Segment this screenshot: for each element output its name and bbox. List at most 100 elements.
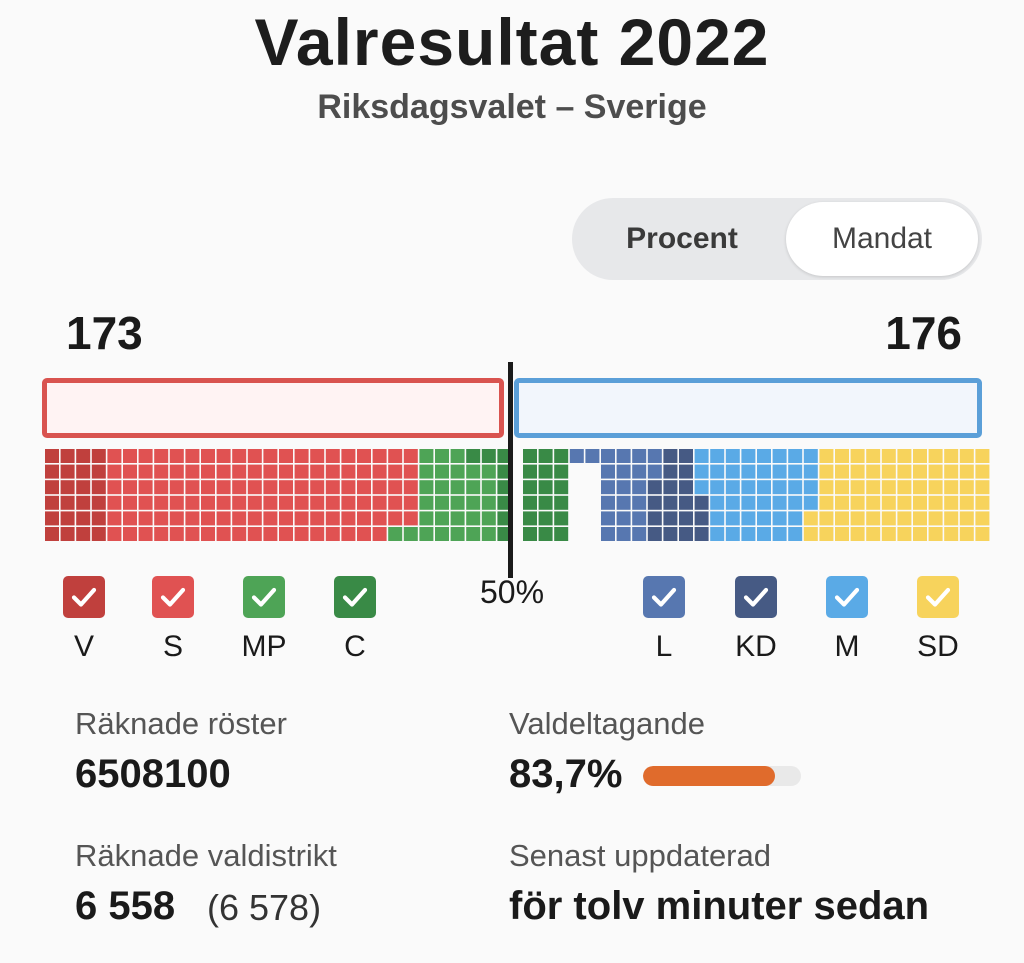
- seat-s: [403, 449, 418, 463]
- party-toggle-v[interactable]: V: [49, 576, 119, 664]
- seat-mp: [450, 527, 465, 541]
- seat-v: [60, 527, 75, 541]
- seat-sd: [897, 511, 912, 526]
- seat-s: [279, 449, 293, 463]
- seat-m: [725, 480, 740, 495]
- party-toggle-c[interactable]: C: [320, 576, 390, 664]
- seat-m: [803, 495, 818, 510]
- party-checkbox-m[interactable]: [826, 576, 868, 618]
- seat-l: [601, 449, 615, 463]
- toggle-procent[interactable]: Procent: [626, 222, 738, 255]
- seat-mp: [435, 495, 449, 510]
- seat-s: [325, 495, 340, 510]
- seat-s: [107, 480, 122, 495]
- check-icon: [160, 587, 186, 607]
- turnout-bar: [643, 766, 801, 786]
- seat-sd: [959, 495, 974, 510]
- seat-c: [523, 480, 537, 495]
- party-toggle-s[interactable]: S: [138, 576, 208, 664]
- seat-s: [123, 495, 137, 510]
- party-label-mp: MP: [241, 630, 287, 663]
- seat-mp: [435, 527, 449, 541]
- seat-s: [403, 464, 418, 479]
- seat-mp: [450, 511, 465, 526]
- seat-m: [772, 449, 787, 463]
- party-checkbox-kd[interactable]: [735, 576, 777, 618]
- seat-s: [216, 480, 231, 495]
- seat-c: [554, 527, 569, 541]
- seat-l: [616, 449, 631, 463]
- seat-s: [341, 480, 356, 495]
- seat-c: [554, 464, 569, 479]
- seat-s: [185, 495, 200, 510]
- seat-l: [616, 480, 631, 495]
- seat-s: [325, 527, 340, 541]
- check-icon: [834, 587, 860, 607]
- seat-s: [372, 495, 387, 510]
- seat-sd: [975, 511, 990, 526]
- seat-sd: [897, 527, 912, 541]
- seat-sd: [803, 527, 818, 541]
- seat-s: [294, 449, 309, 463]
- seat-m: [788, 464, 803, 479]
- seat-s: [372, 449, 387, 463]
- party-checkbox-sd[interactable]: [917, 576, 959, 618]
- seat-mp: [419, 511, 434, 526]
- seat-kd: [679, 527, 693, 541]
- seat-m: [725, 527, 740, 541]
- districts-counted-value: 6 558: [75, 884, 176, 928]
- seat-s: [357, 480, 371, 495]
- seat-mp: [466, 464, 481, 479]
- seat-kd: [663, 495, 678, 510]
- seat-m: [788, 527, 803, 541]
- party-toggle-mp[interactable]: MP: [229, 576, 299, 664]
- seat-s: [388, 511, 403, 526]
- seat-sd: [928, 480, 943, 495]
- party-checkbox-s[interactable]: [152, 576, 194, 618]
- counted-votes-value: 6508100: [75, 752, 231, 796]
- seat-s: [341, 495, 356, 510]
- check-icon: [743, 587, 769, 607]
- party-label-kd: KD: [735, 630, 777, 663]
- seat-s: [154, 495, 169, 510]
- party-toggle-kd[interactable]: KD: [721, 576, 791, 664]
- party-toggle-m[interactable]: M: [812, 576, 882, 664]
- seat-mp: [481, 511, 496, 526]
- right-bloc-bar: [514, 378, 982, 438]
- seat-mp: [466, 527, 481, 541]
- seat-mp: [435, 464, 449, 479]
- seat-sd: [913, 449, 927, 463]
- seat-s: [372, 480, 387, 495]
- seat-c: [554, 495, 569, 510]
- seat-v: [60, 449, 75, 463]
- party-toggle-l[interactable]: L: [629, 576, 699, 664]
- seat-sd: [881, 449, 896, 463]
- seat-s: [310, 527, 325, 541]
- seat-s: [201, 480, 215, 495]
- party-checkbox-v[interactable]: [63, 576, 105, 618]
- party-checkbox-mp[interactable]: [243, 576, 285, 618]
- party-toggle-sd[interactable]: SD: [903, 576, 973, 664]
- seat-l: [647, 449, 662, 463]
- party-checkbox-c[interactable]: [334, 576, 376, 618]
- seat-mp: [466, 511, 481, 526]
- seat-v: [45, 495, 59, 510]
- seat-v: [76, 480, 91, 495]
- seat-s: [388, 449, 403, 463]
- seat-sd: [819, 464, 834, 479]
- seat-s: [232, 527, 247, 541]
- seat-s: [310, 464, 325, 479]
- party-checkbox-l[interactable]: [643, 576, 685, 618]
- seat-l: [632, 464, 647, 479]
- seat-sd: [897, 449, 912, 463]
- seat-s: [185, 464, 200, 479]
- seat-sd: [913, 464, 927, 479]
- seat-s: [279, 495, 293, 510]
- toggle-mandat[interactable]: Mandat: [786, 202, 978, 276]
- seat-l: [601, 495, 615, 510]
- seat-sd: [819, 480, 834, 495]
- seat-sd: [944, 527, 959, 541]
- seat-s: [263, 527, 278, 541]
- seat-s: [325, 511, 340, 526]
- seat-m: [710, 449, 725, 463]
